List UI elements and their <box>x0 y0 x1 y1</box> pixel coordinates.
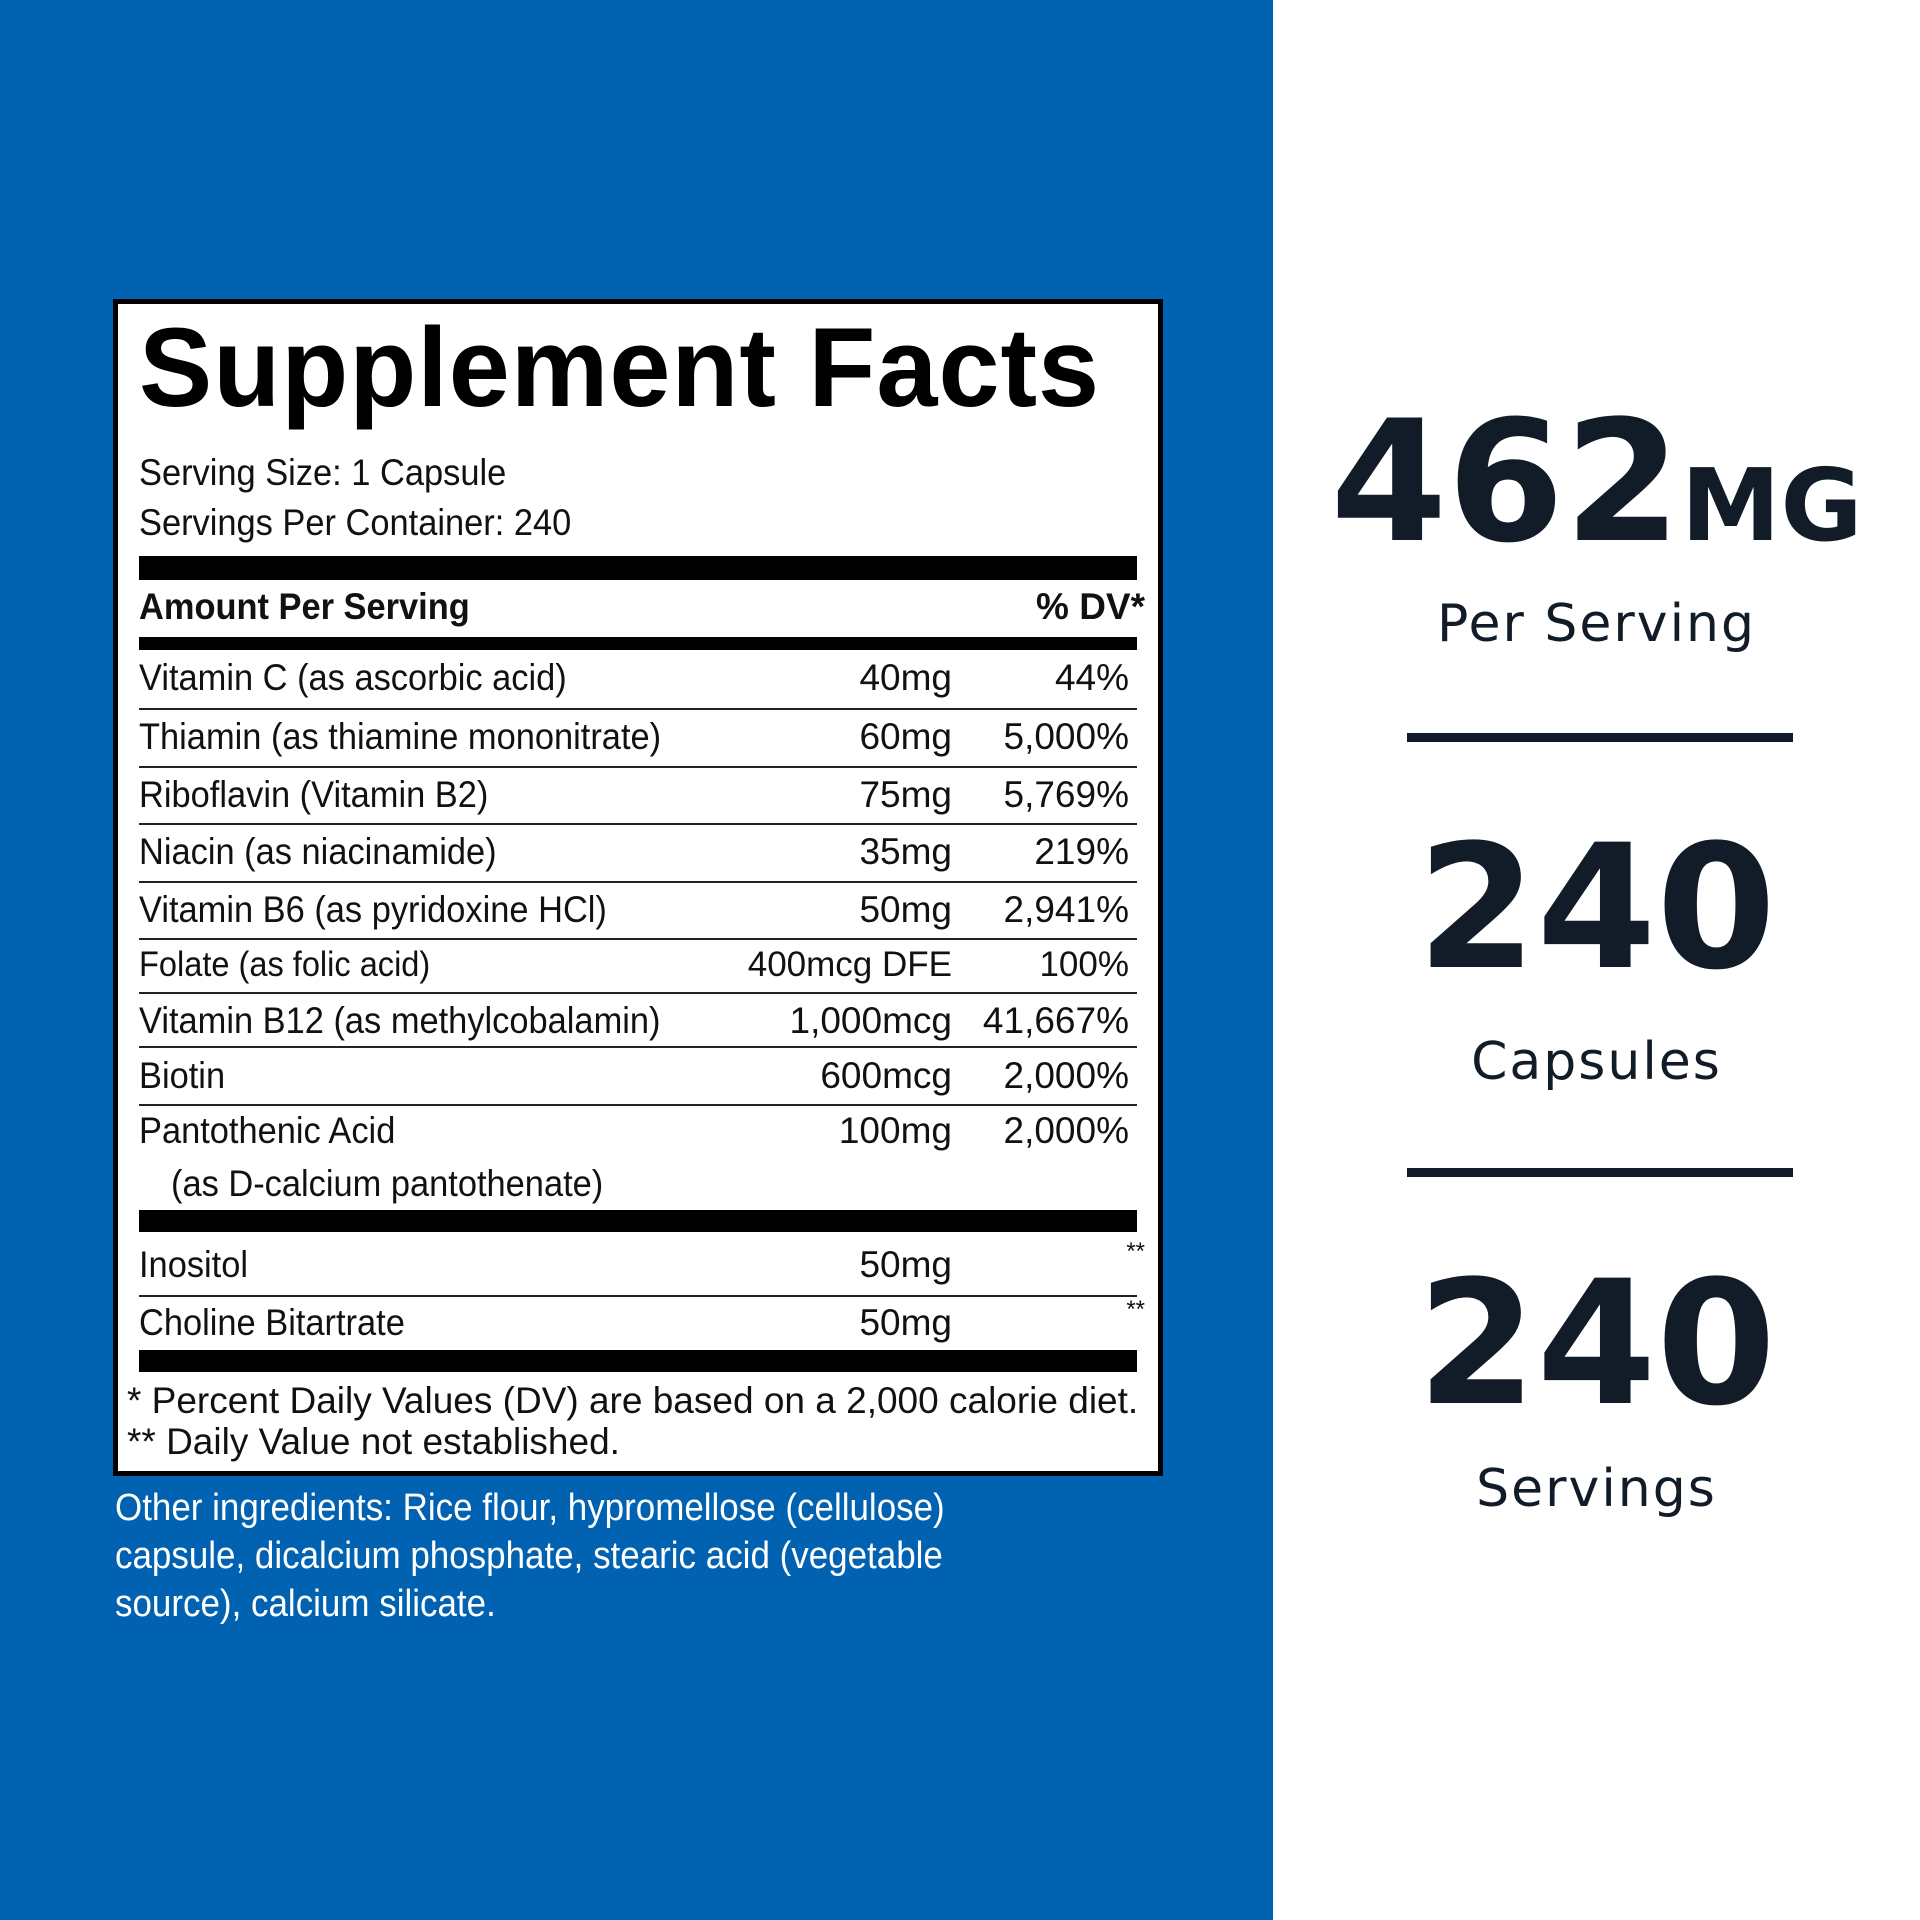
servings-per-container: Servings Per Container: 240 <box>139 502 572 543</box>
other-ingredients: Other ingredients: Rice flour, hypromell… <box>115 1487 945 1625</box>
footnote-dv: * Percent Daily Values (DV) are based on… <box>127 1380 1139 1421</box>
stat-unit: MG <box>1681 447 1863 564</box>
other-nutrient-row: Choline Bitartrate 50mg ** <box>139 1296 1145 1343</box>
serving-size: Serving Size: 1 Capsule <box>139 452 507 493</box>
thick-divider <box>139 556 1137 580</box>
nutrient-row: Niacin (as niacinamide) 35mg 219% <box>139 831 1129 872</box>
supplement-facts-panel: Supplement Facts Serving Size: 1 Capsule… <box>113 299 1163 1476</box>
footnote-not-established: ** Daily Value not established. <box>127 1421 620 1462</box>
nutrient-row: Thiamin (as thiamine mononitrate) 60mg 5… <box>139 716 1129 757</box>
thick-divider <box>139 1210 1137 1232</box>
nutrient-row: Vitamin B12 (as methylcobalamin) 1,000mc… <box>139 1000 1129 1041</box>
dv-header: % DV* <box>1036 586 1145 627</box>
stat-divider <box>1407 1168 1793 1177</box>
row-divider <box>139 708 1137 710</box>
row-divider <box>139 1104 1137 1106</box>
stat-label-capsules: Capsules <box>1471 1032 1722 1092</box>
row-divider <box>139 823 1137 825</box>
stat-capsules: 240 <box>1416 807 1777 1008</box>
nutrient-row: Vitamin C (as ascorbic acid) 40mg 44% <box>139 657 1129 698</box>
row-divider <box>139 992 1137 994</box>
facts-title: Supplement Facts <box>139 305 1101 430</box>
other-nutrient-row: Inositol 50mg ** <box>139 1238 1145 1285</box>
stat-divider <box>1407 733 1793 742</box>
nutrient-row: Riboflavin (Vitamin B2) 75mg 5,769% <box>139 774 1129 815</box>
stat-amount: 462MG <box>1330 384 1863 580</box>
row-divider <box>139 881 1137 883</box>
stat-servings: 240 <box>1416 1243 1777 1444</box>
nutrient-row: Biotin 600mcg 2,000% <box>139 1055 1129 1096</box>
row-divider <box>139 766 1137 768</box>
medium-divider <box>139 637 1137 650</box>
thick-divider <box>139 1350 1137 1372</box>
stat-label-per-serving: Per Serving <box>1437 594 1756 654</box>
nutrient-row: Vitamin B6 (as pyridoxine HCl) 50mg 2,94… <box>139 889 1129 930</box>
row-divider <box>139 1295 1137 1297</box>
amount-per-serving-header: Amount Per Serving <box>139 586 470 627</box>
nutrient-row: Pantothenic Acid (as D-calcium pantothen… <box>139 1110 1129 1204</box>
row-divider <box>139 1046 1137 1048</box>
stat-label-servings: Servings <box>1476 1459 1717 1519</box>
nutrient-row: Folate (as folic acid) 400mcg DFE 100% <box>139 945 1129 984</box>
row-divider <box>139 938 1137 940</box>
